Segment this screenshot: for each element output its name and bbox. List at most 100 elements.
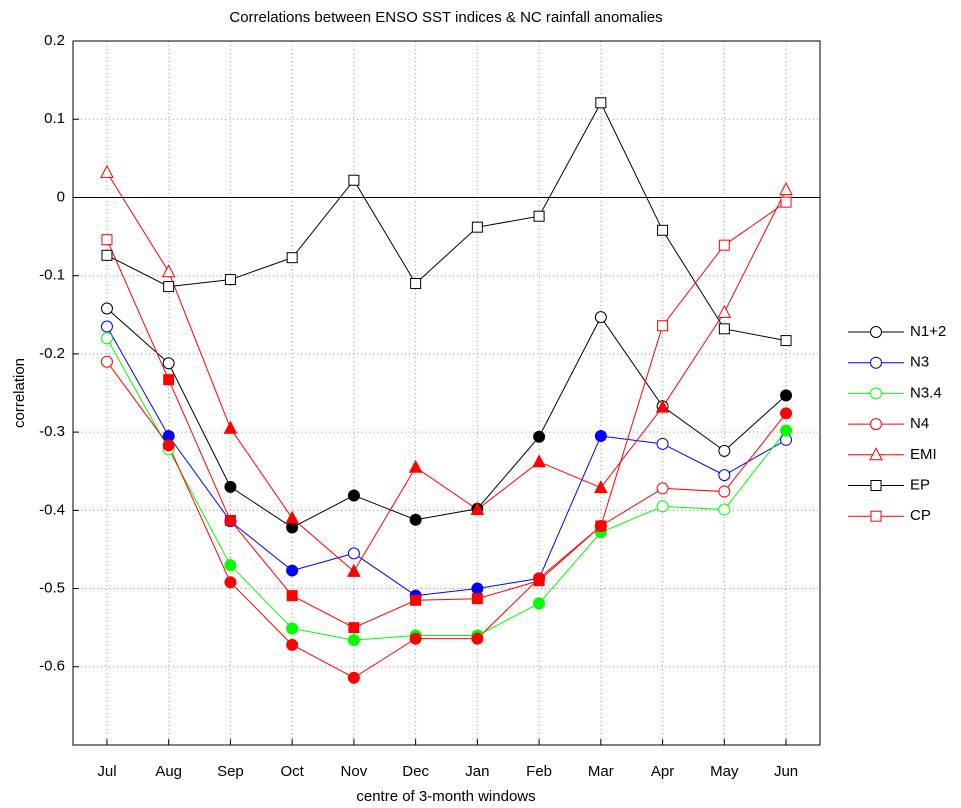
marker (224, 576, 237, 589)
legend-label: N1+2 (910, 323, 946, 340)
series-line (106, 308, 787, 529)
legend-item: N3 (848, 354, 929, 371)
marker (533, 210, 545, 222)
x-tick-label: Jun (774, 763, 798, 780)
marker (780, 389, 793, 402)
marker (533, 597, 546, 610)
marker (656, 482, 669, 495)
x-tick-label: Sep (217, 763, 244, 780)
plot-frame (72, 40, 821, 746)
marker (780, 407, 793, 420)
marker (347, 671, 360, 684)
marker (471, 593, 483, 605)
marker (718, 503, 731, 516)
marker (870, 326, 882, 338)
marker (718, 485, 731, 498)
marker (100, 355, 113, 368)
marker (657, 320, 669, 332)
marker (100, 332, 113, 345)
marker (348, 622, 360, 634)
x-tick-label: Nov (341, 763, 368, 780)
marker (595, 520, 607, 532)
marker (718, 444, 731, 457)
marker (656, 437, 669, 450)
marker (162, 439, 175, 452)
marker (870, 480, 882, 491)
legend-item: N3.4 (848, 384, 942, 401)
chart-title: Correlations between ENSO SST indices & … (229, 9, 662, 26)
marker (870, 356, 882, 369)
y-tick-label: -0.1 (39, 267, 65, 284)
marker (100, 302, 113, 315)
marker (347, 547, 360, 560)
marker (594, 480, 608, 494)
marker (780, 335, 792, 347)
marker (594, 430, 607, 443)
marker (286, 521, 299, 534)
marker (471, 632, 484, 645)
marker (286, 564, 299, 577)
marker (161, 264, 176, 278)
x-tick-label: May (710, 763, 739, 780)
legend-item: EMI (848, 446, 937, 463)
y-tick-label: -0.6 (39, 658, 65, 675)
legend-item: N4 (848, 415, 929, 432)
marker (470, 501, 485, 516)
marker (718, 239, 730, 251)
legend-item: N1+2 (848, 323, 946, 340)
x-tick-label: Aug (155, 763, 182, 780)
marker (163, 374, 175, 386)
x-tick-label: Dec (402, 763, 429, 780)
y-tick-label: -0.4 (39, 501, 65, 518)
marker (718, 469, 731, 482)
series-line (106, 101, 787, 342)
marker (780, 424, 793, 437)
marker (409, 513, 422, 526)
marker (286, 638, 299, 651)
legend-label: N4 (910, 415, 929, 432)
series-line (106, 338, 787, 641)
x-tick-label: Feb (526, 763, 552, 780)
marker (718, 323, 730, 335)
marker (348, 174, 360, 186)
marker (657, 224, 669, 236)
marker (655, 399, 670, 413)
marker (779, 182, 793, 196)
legend-label: CP (910, 507, 931, 524)
marker (101, 234, 113, 246)
x-tick-label: Oct (280, 763, 304, 780)
legend-item: EP (848, 476, 930, 493)
series-line (106, 361, 787, 679)
y-tick-label: -0.5 (39, 580, 65, 597)
legend-item: CP (848, 507, 931, 524)
marker (870, 387, 882, 400)
legend-label: EP (910, 476, 930, 493)
series-line (106, 201, 787, 629)
legend-label: N3.4 (910, 384, 942, 401)
legend-label: N3 (910, 354, 929, 371)
marker (163, 281, 175, 293)
x-tick-label: Apr (651, 763, 674, 780)
marker (286, 590, 298, 602)
y-tick-label: 0 (57, 188, 65, 205)
marker (285, 510, 299, 524)
marker (100, 320, 113, 333)
x-axis-label: centre of 3-month windows (356, 788, 535, 805)
series-line (106, 326, 787, 597)
marker (471, 582, 484, 595)
marker (656, 500, 669, 513)
marker (162, 357, 175, 370)
marker (347, 634, 360, 647)
marker (347, 563, 361, 577)
marker (409, 632, 422, 645)
marker (410, 277, 422, 289)
marker (347, 489, 360, 502)
marker (870, 418, 882, 431)
marker (532, 454, 546, 468)
marker (594, 311, 607, 324)
y-tick-label: -0.2 (39, 345, 65, 362)
legend-label: EMI (910, 446, 937, 463)
marker (100, 164, 114, 178)
